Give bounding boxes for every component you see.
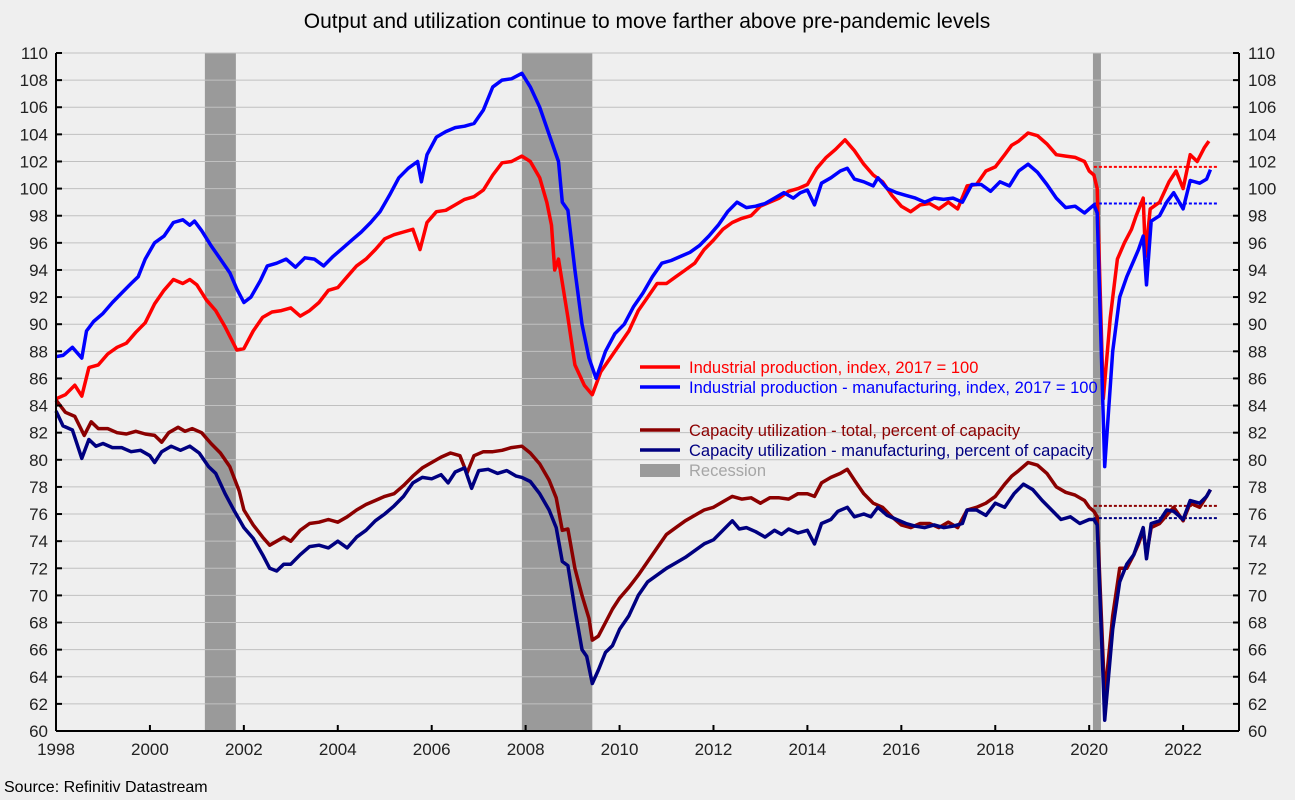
y-tick-label-left: 84 xyxy=(29,397,48,416)
series-line-ip_mfg xyxy=(55,71,1213,469)
series-line-cu_total xyxy=(54,399,1212,699)
y-tick-label-left: 106 xyxy=(20,98,48,117)
y-tick-label-left: 96 xyxy=(29,234,48,253)
y-tick-label-left: 92 xyxy=(29,288,48,307)
y-tick-label-left: 76 xyxy=(29,505,48,524)
legend-label: Capacity utilization - total, percent of… xyxy=(689,422,1021,440)
y-tick-label-right: 82 xyxy=(1248,424,1267,443)
x-tick-label: 1998 xyxy=(37,740,75,759)
y-tick-label-left: 102 xyxy=(20,152,48,171)
legend-label: Industrial production, index, 2017 = 100 xyxy=(689,359,978,377)
y-tick-label-left: 108 xyxy=(20,71,48,90)
y-tick-label-right: 94 xyxy=(1248,261,1267,280)
series-line-cu_mfg xyxy=(54,410,1212,722)
legend: Industrial production, index, 2017 = 100… xyxy=(640,359,1098,480)
y-tick-label-left: 88 xyxy=(29,342,48,361)
y-tick-label-left: 100 xyxy=(20,180,48,199)
axes xyxy=(55,53,1240,732)
x-tick-label: 2020 xyxy=(1070,740,1108,759)
y-tick-label-left: 62 xyxy=(29,695,48,714)
x-axis-ticks: 1998 2000 2002 2004 2006 2008 2010 2012 2014 2016… xyxy=(37,725,1202,759)
y-tick-label-right: 98 xyxy=(1248,207,1267,226)
y-tick-label-left: 70 xyxy=(29,586,48,605)
y-tick-label-left: 98 xyxy=(29,207,48,226)
x-tick-label: 2022 xyxy=(1164,740,1202,759)
y-tick-label-right: 64 xyxy=(1248,668,1267,687)
y-tick-label-right: 104 xyxy=(1248,125,1276,144)
x-tick-label: 2014 xyxy=(788,740,826,759)
y-tick-label-right: 96 xyxy=(1248,234,1267,253)
y-tick-label-right: 68 xyxy=(1248,614,1267,633)
y-tick-label-right: 106 xyxy=(1248,98,1276,117)
y-tick-label-right: 108 xyxy=(1248,71,1276,90)
series-line-ip_total xyxy=(55,131,1211,401)
y-tick-label-right: 66 xyxy=(1248,641,1267,660)
y-tick-label-left: 82 xyxy=(29,424,48,443)
legend-label: Capacity utilization - manufacturing, pe… xyxy=(689,442,1094,460)
y-tick-label-left: 86 xyxy=(29,369,48,388)
y-tick-label-left: 78 xyxy=(29,478,48,497)
source-note: Source: Refinitiv Datastream xyxy=(4,779,208,796)
x-tick-label: 2000 xyxy=(131,740,169,759)
y-tick-label-left: 68 xyxy=(29,614,48,633)
y-tick-label-right: 110 xyxy=(1248,44,1275,63)
y-tick-label-left: 110 xyxy=(21,44,48,63)
y-tick-label-right: 86 xyxy=(1248,369,1267,388)
recession-band xyxy=(1092,53,1101,731)
y-axis-left-ticks: 60 62 64 66 68 70 72 74 76 78 80 82 84 86 88 90 92 94 96 98… xyxy=(20,44,62,741)
y-tick-label-right: 72 xyxy=(1248,559,1267,578)
y-tick-label-left: 104 xyxy=(20,125,48,144)
y-tick-label-right: 92 xyxy=(1248,288,1267,307)
legend-label: Recession xyxy=(689,462,766,480)
y-tick-label-left: 72 xyxy=(29,559,48,578)
chart-title: Output and utilization continue to move … xyxy=(304,10,990,33)
y-tick-label-right: 90 xyxy=(1248,315,1267,334)
x-tick-label: 2006 xyxy=(413,740,451,759)
y-tick-label-left: 66 xyxy=(29,641,48,660)
series-lines xyxy=(54,71,1213,722)
x-tick-label: 2004 xyxy=(319,740,357,759)
x-tick-label: 2016 xyxy=(882,740,920,759)
y-tick-label-left: 94 xyxy=(29,261,48,280)
y-tick-label-right: 100 xyxy=(1248,180,1276,199)
y-tick-label-right: 60 xyxy=(1248,722,1267,741)
y-tick-label-left: 74 xyxy=(29,532,48,551)
x-tick-label: 2002 xyxy=(225,740,263,759)
y-tick-label-right: 62 xyxy=(1248,695,1267,714)
legend-label: Industrial production - manufacturing, i… xyxy=(689,379,1098,397)
y-tick-label-right: 74 xyxy=(1248,532,1267,551)
y-tick-label-right: 84 xyxy=(1248,397,1267,416)
y-axis-right-ticks: 60 62 64 66 68 70 72 74 76 78 80 82 84 86 88 90 92 94 96 98… xyxy=(1233,44,1276,741)
x-tick-label: 2010 xyxy=(601,740,639,759)
y-tick-label-right: 76 xyxy=(1248,505,1267,524)
y-tick-label-right: 102 xyxy=(1248,152,1276,171)
recession-band xyxy=(204,53,236,731)
x-tick-label: 2018 xyxy=(976,740,1014,759)
y-tick-label-right: 78 xyxy=(1248,478,1267,497)
y-tick-label-left: 80 xyxy=(29,451,48,470)
y-tick-label-left: 64 xyxy=(29,668,48,687)
legend-swatch-recession xyxy=(640,464,680,477)
y-tick-label-right: 80 xyxy=(1248,451,1267,470)
y-tick-label-right: 70 xyxy=(1248,586,1267,605)
y-tick-label-left: 60 xyxy=(29,722,48,741)
y-tick-label-left: 90 xyxy=(29,315,48,334)
x-tick-label: 2012 xyxy=(695,740,733,759)
x-tick-label: 2008 xyxy=(507,740,545,759)
y-tick-label-right: 88 xyxy=(1248,342,1267,361)
